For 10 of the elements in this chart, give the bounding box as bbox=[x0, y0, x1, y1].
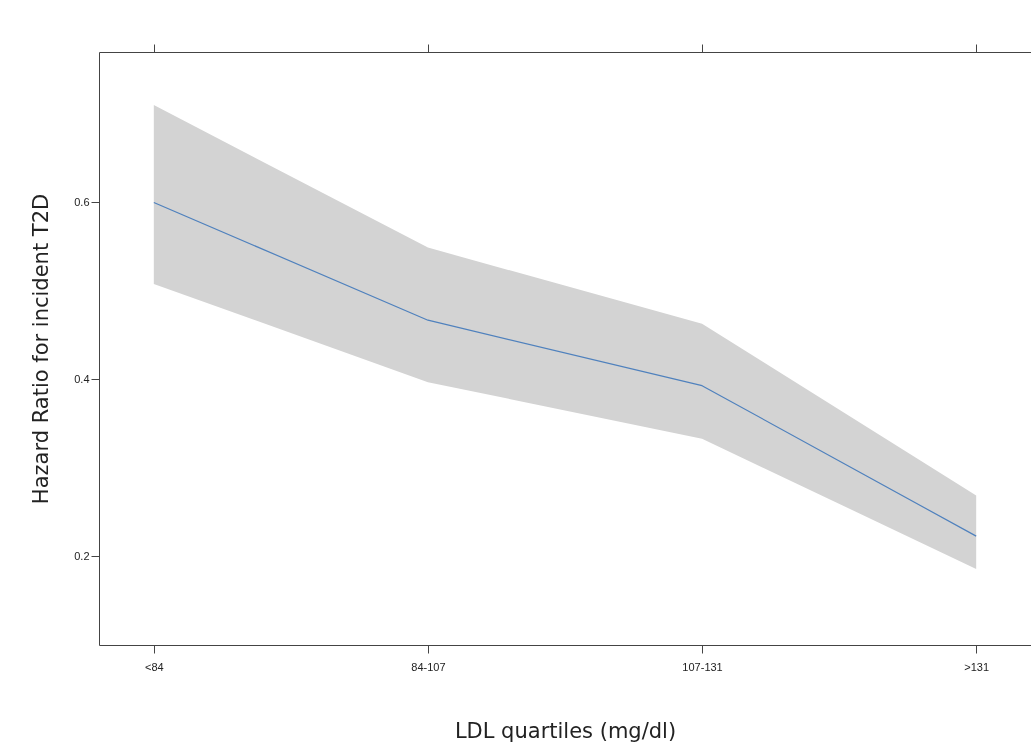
y-tick-label: 0.6 bbox=[74, 195, 90, 208]
x-tick-label: 107-131 bbox=[682, 660, 723, 673]
line-series bbox=[153, 201, 977, 537]
x-tick-label: <84 bbox=[144, 660, 164, 673]
y-axis-title: Hazard Ratio for incident T2D bbox=[29, 193, 54, 505]
x-axis-title: LDL quartiles (mg/dl) bbox=[454, 718, 677, 743]
x-tick-label: >131 bbox=[964, 660, 990, 673]
x-tick-label: 84-107 bbox=[411, 660, 446, 673]
y-tick-label: 0.2 bbox=[74, 549, 90, 562]
y-tick-label: 0.4 bbox=[74, 372, 90, 385]
